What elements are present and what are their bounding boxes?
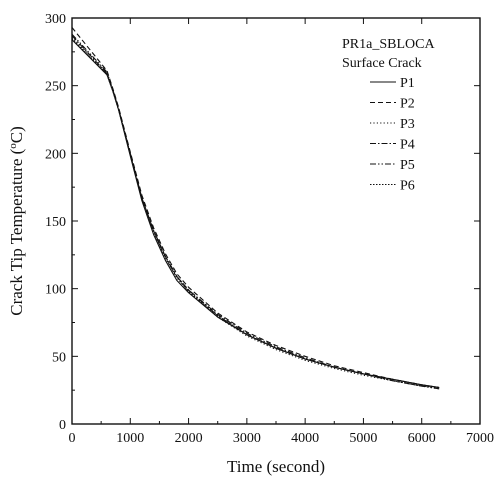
legend-title-line-2: Surface Crack bbox=[342, 56, 422, 71]
legend-label-p2: P2 bbox=[400, 97, 415, 112]
y-tick-label: 300 bbox=[45, 12, 66, 27]
y-tick-label: 150 bbox=[45, 215, 66, 230]
x-tick-label: 1000 bbox=[116, 431, 144, 446]
legend-label-p5: P5 bbox=[400, 158, 415, 173]
series-line-p6 bbox=[71, 37, 440, 389]
x-axis-label: Time (second) bbox=[227, 457, 325, 476]
series-layer bbox=[71, 27, 440, 390]
y-tick-label: 50 bbox=[52, 350, 66, 365]
x-axis: 0 1000 2000 3000 4000 5000 6000 7000 bbox=[69, 18, 494, 446]
series-line-p1 bbox=[71, 39, 440, 389]
legend-label-p3: P3 bbox=[400, 117, 415, 132]
series-line-p4 bbox=[71, 35, 440, 389]
y-tick-label: 250 bbox=[45, 80, 66, 95]
x-tick-label: 4000 bbox=[291, 431, 319, 446]
legend-label-p6: P6 bbox=[400, 179, 415, 194]
x-tick-label: 5000 bbox=[349, 431, 377, 446]
legend-entries: P1 P2 P3 P4 P5 P6 bbox=[370, 76, 415, 194]
y-tick-label: 0 bbox=[59, 418, 66, 433]
legend-label-p4: P4 bbox=[400, 138, 415, 153]
x-tick-label: 7000 bbox=[466, 431, 494, 446]
legend-label-p1: P1 bbox=[400, 76, 415, 91]
x-tick-label: 6000 bbox=[408, 431, 436, 446]
y-tick-label: 100 bbox=[45, 283, 66, 298]
x-tick-label: 2000 bbox=[175, 431, 203, 446]
y-tick-label: 200 bbox=[45, 147, 66, 162]
x-tick-label: 3000 bbox=[233, 431, 261, 446]
legend-title-line-1: PR1a_SBLOCA bbox=[342, 37, 435, 52]
legend: PR1a_SBLOCA Surface Crack P1 P2 P3 P4 P5 P6 bbox=[342, 37, 435, 194]
series-line-p2 bbox=[71, 27, 440, 389]
y-axis-label: Crack Tip Temperature (oC) bbox=[7, 126, 26, 316]
y-axis: 0 50 100 150 200 250 300 bbox=[45, 12, 480, 433]
x-tick-label: 0 bbox=[69, 431, 76, 446]
plot-frame bbox=[71, 17, 481, 425]
